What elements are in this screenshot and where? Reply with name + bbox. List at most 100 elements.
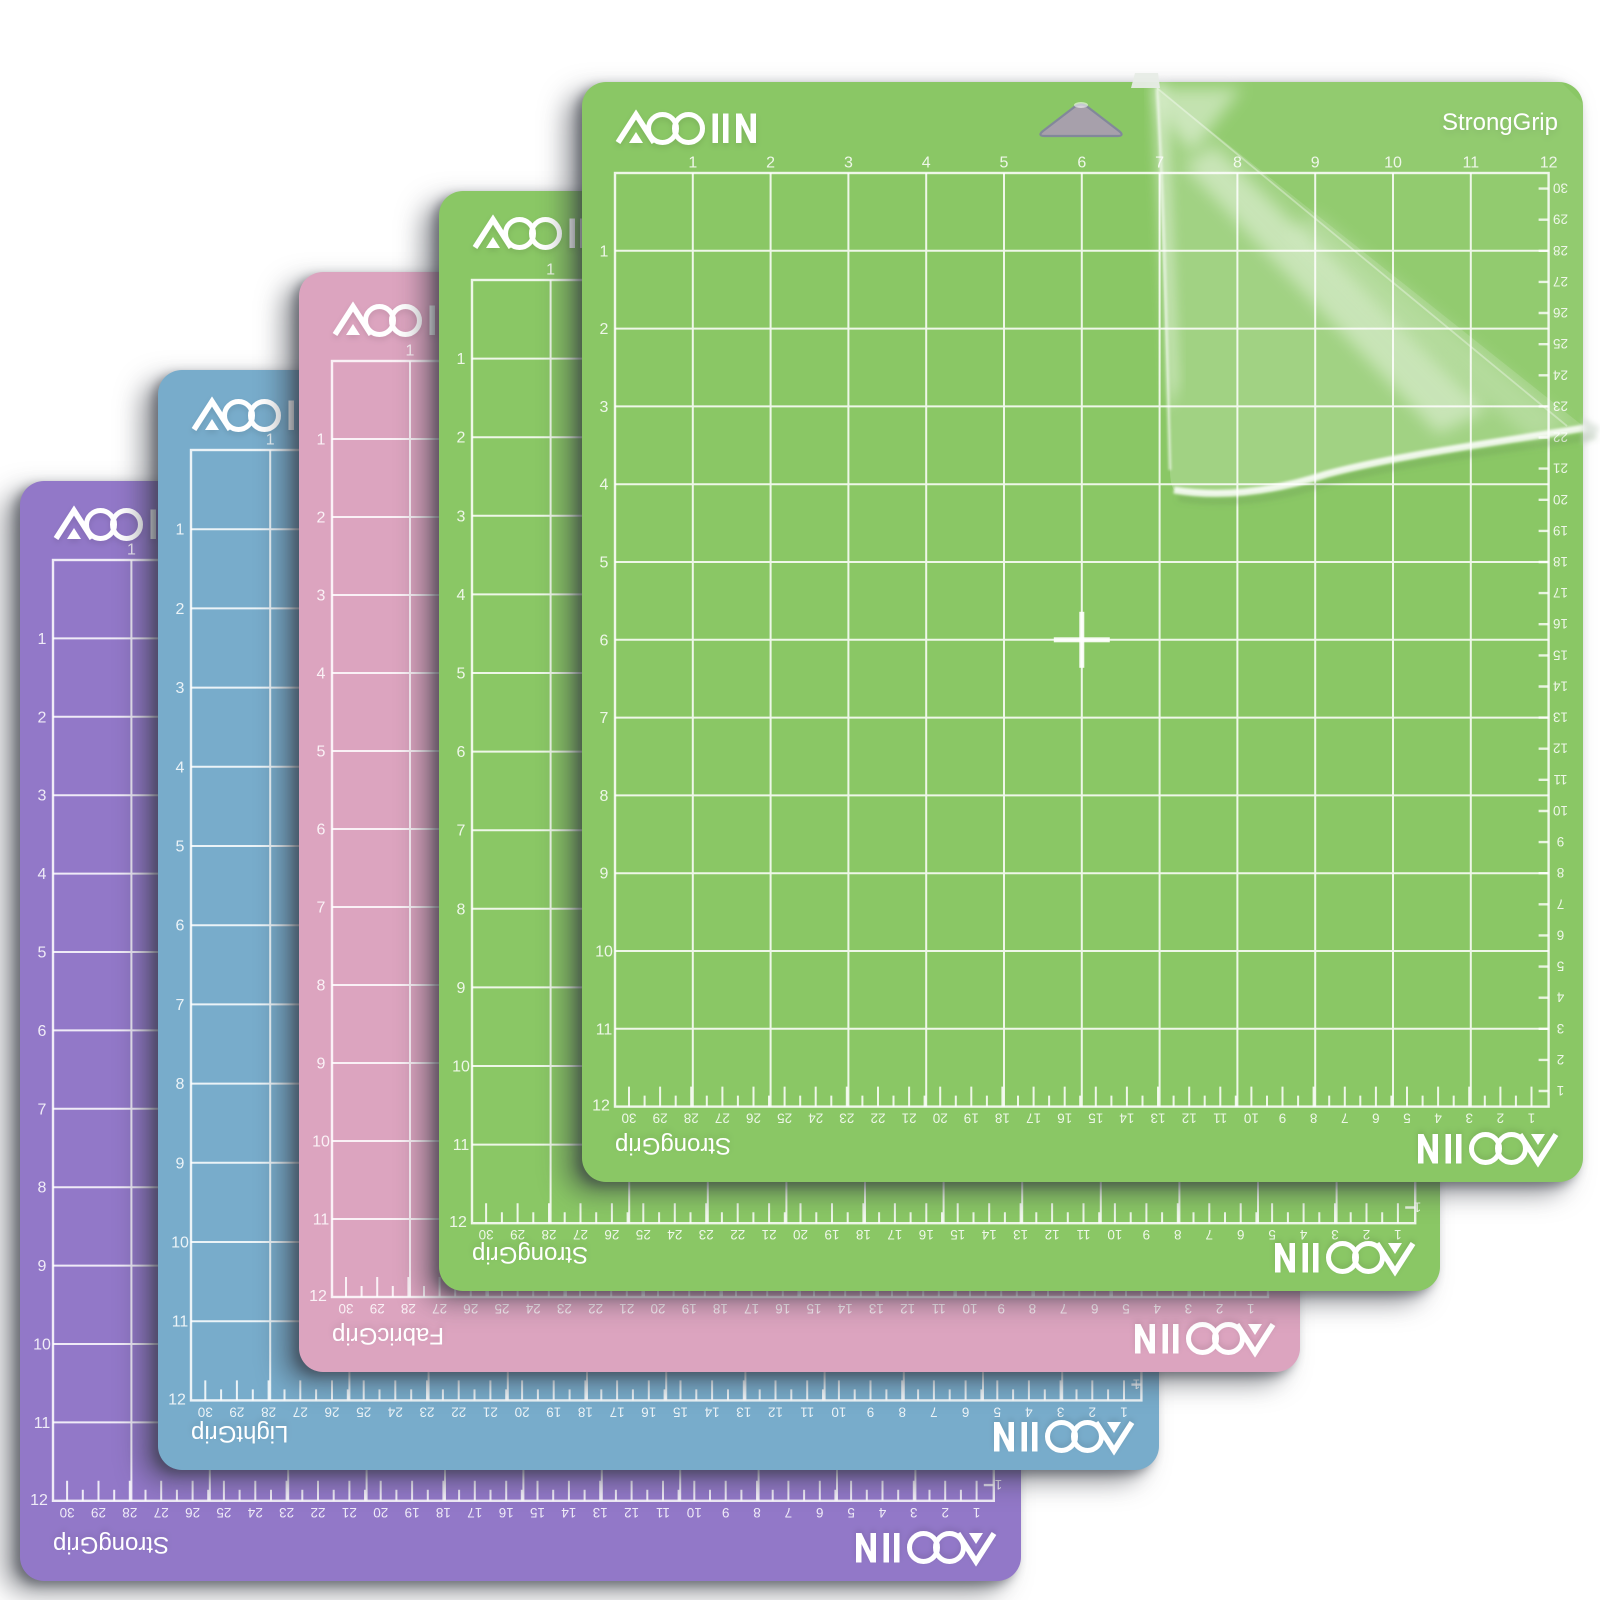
svg-text:5: 5 bbox=[317, 744, 326, 761]
svg-text:8: 8 bbox=[753, 1505, 761, 1520]
svg-text:27: 27 bbox=[432, 1301, 447, 1316]
svg-text:1: 1 bbox=[688, 155, 697, 172]
svg-text:12: 12 bbox=[30, 1492, 48, 1509]
svg-text:19: 19 bbox=[682, 1301, 697, 1316]
svg-text:1: 1 bbox=[1557, 1083, 1565, 1098]
svg-text:24: 24 bbox=[1553, 367, 1569, 382]
svg-text:23: 23 bbox=[839, 1111, 854, 1126]
svg-text:2: 2 bbox=[457, 430, 466, 447]
svg-text:21: 21 bbox=[762, 1227, 777, 1242]
svg-text:30: 30 bbox=[479, 1227, 494, 1242]
svg-text:14: 14 bbox=[704, 1404, 720, 1419]
svg-text:21: 21 bbox=[619, 1301, 634, 1316]
svg-text:4: 4 bbox=[176, 759, 185, 776]
svg-text:14: 14 bbox=[1553, 679, 1569, 694]
svg-text:13: 13 bbox=[869, 1301, 884, 1316]
svg-text:18: 18 bbox=[995, 1111, 1010, 1126]
svg-text:7: 7 bbox=[176, 997, 185, 1014]
svg-text:17: 17 bbox=[1553, 585, 1568, 600]
svg-text:11: 11 bbox=[172, 1314, 189, 1331]
svg-text:4: 4 bbox=[922, 155, 931, 172]
svg-text:19: 19 bbox=[546, 1404, 561, 1419]
svg-text:30: 30 bbox=[198, 1404, 213, 1419]
svg-text:4: 4 bbox=[457, 587, 466, 604]
svg-text:20: 20 bbox=[793, 1227, 808, 1242]
svg-text:2: 2 bbox=[317, 510, 326, 527]
svg-text:30: 30 bbox=[338, 1301, 353, 1316]
svg-text:4: 4 bbox=[600, 477, 609, 494]
svg-text:26: 26 bbox=[463, 1301, 478, 1316]
svg-text:16: 16 bbox=[499, 1505, 514, 1520]
svg-text:9: 9 bbox=[457, 980, 466, 997]
svg-text:23: 23 bbox=[279, 1505, 294, 1520]
svg-text:11: 11 bbox=[1213, 1111, 1227, 1126]
svg-text:10: 10 bbox=[1553, 803, 1568, 818]
svg-text:5: 5 bbox=[1557, 959, 1565, 974]
svg-text:20: 20 bbox=[515, 1404, 530, 1419]
svg-text:22: 22 bbox=[451, 1404, 466, 1419]
svg-text:5: 5 bbox=[1122, 1301, 1130, 1316]
svg-text:18: 18 bbox=[578, 1404, 593, 1419]
svg-text:11: 11 bbox=[1076, 1227, 1090, 1242]
svg-text:9: 9 bbox=[997, 1301, 1005, 1316]
svg-text:18: 18 bbox=[713, 1301, 728, 1316]
svg-text:19: 19 bbox=[824, 1227, 839, 1242]
svg-text:5: 5 bbox=[1403, 1111, 1411, 1126]
svg-text:9: 9 bbox=[600, 866, 609, 883]
svg-text:8: 8 bbox=[1029, 1301, 1037, 1316]
svg-text:21: 21 bbox=[342, 1505, 357, 1520]
svg-text:18: 18 bbox=[436, 1505, 451, 1520]
svg-text:1: 1 bbox=[1247, 1301, 1255, 1316]
svg-text:6: 6 bbox=[38, 1023, 47, 1040]
svg-text:14: 14 bbox=[561, 1505, 577, 1520]
svg-text:6: 6 bbox=[962, 1404, 970, 1419]
svg-text:11: 11 bbox=[932, 1301, 946, 1316]
svg-text:1: 1 bbox=[1414, 1200, 1422, 1215]
svg-text:16: 16 bbox=[775, 1301, 790, 1316]
svg-text:2: 2 bbox=[38, 709, 47, 726]
svg-text:25: 25 bbox=[777, 1111, 792, 1126]
svg-text:22: 22 bbox=[730, 1227, 745, 1242]
svg-text:4: 4 bbox=[1299, 1227, 1307, 1242]
svg-text:5: 5 bbox=[1000, 155, 1009, 172]
svg-text:8: 8 bbox=[600, 788, 609, 805]
svg-text:22: 22 bbox=[310, 1505, 325, 1520]
svg-text:14: 14 bbox=[837, 1301, 853, 1316]
svg-text:22: 22 bbox=[588, 1301, 603, 1316]
svg-text:20: 20 bbox=[933, 1111, 948, 1126]
svg-text:5: 5 bbox=[847, 1505, 855, 1520]
svg-text:17: 17 bbox=[887, 1227, 902, 1242]
svg-text:28: 28 bbox=[401, 1301, 416, 1316]
svg-text:11: 11 bbox=[596, 1021, 613, 1038]
svg-text:12: 12 bbox=[309, 1288, 327, 1305]
svg-text:20: 20 bbox=[373, 1505, 388, 1520]
svg-text:27: 27 bbox=[573, 1227, 588, 1242]
svg-text:7: 7 bbox=[1341, 1111, 1349, 1126]
svg-text:20: 20 bbox=[1553, 492, 1568, 507]
svg-text:8: 8 bbox=[176, 1076, 185, 1093]
svg-text:17: 17 bbox=[610, 1404, 625, 1419]
svg-text:25: 25 bbox=[1553, 336, 1568, 351]
svg-text:16: 16 bbox=[1057, 1111, 1072, 1126]
svg-text:10: 10 bbox=[312, 1134, 330, 1151]
svg-text:6: 6 bbox=[1091, 1301, 1099, 1316]
svg-text:10: 10 bbox=[1384, 155, 1402, 172]
svg-text:16: 16 bbox=[1553, 616, 1568, 631]
svg-text:5: 5 bbox=[994, 1404, 1002, 1419]
svg-text:3: 3 bbox=[1057, 1404, 1065, 1419]
svg-text:3: 3 bbox=[1331, 1227, 1339, 1242]
svg-text:11: 11 bbox=[800, 1404, 814, 1419]
svg-text:9: 9 bbox=[317, 1056, 326, 1073]
svg-text:1: 1 bbox=[1133, 1377, 1141, 1392]
svg-text:3: 3 bbox=[317, 588, 326, 605]
svg-text:29: 29 bbox=[91, 1505, 106, 1520]
svg-text:25: 25 bbox=[494, 1301, 509, 1316]
svg-text:8: 8 bbox=[1557, 865, 1565, 880]
svg-text:9: 9 bbox=[1557, 834, 1565, 849]
svg-text:7: 7 bbox=[930, 1404, 938, 1419]
svg-text:3: 3 bbox=[1557, 1021, 1565, 1036]
svg-text:3: 3 bbox=[457, 508, 466, 525]
svg-text:10: 10 bbox=[1107, 1227, 1122, 1242]
svg-text:28: 28 bbox=[1553, 243, 1568, 258]
svg-text:3: 3 bbox=[176, 680, 185, 697]
